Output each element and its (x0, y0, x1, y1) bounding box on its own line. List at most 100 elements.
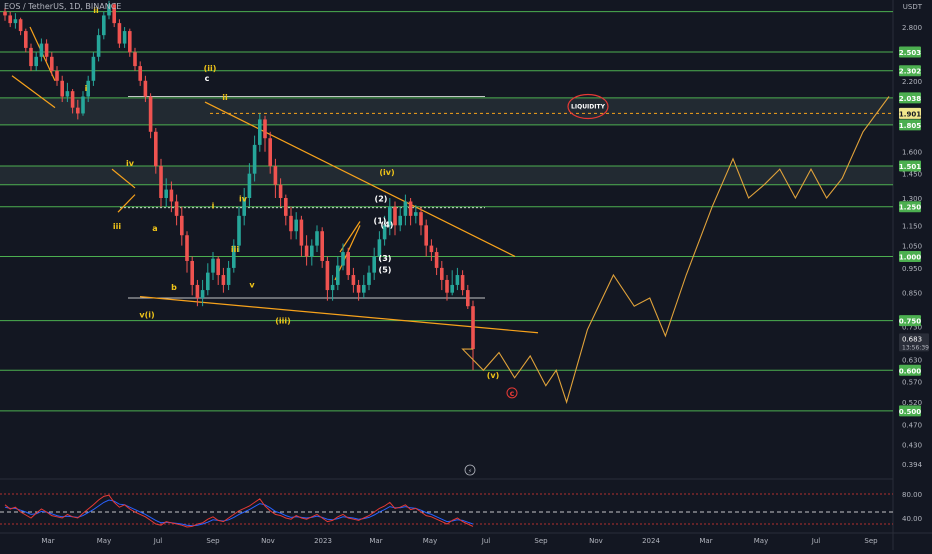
candle-body (393, 206, 397, 226)
time-tick-label: Jul (153, 537, 163, 545)
candle-body (107, 4, 111, 16)
candle-body (429, 245, 434, 253)
current-price-value: 0.683 (902, 335, 922, 343)
wedge-line-a (11, 75, 56, 109)
wave-label: (ii) (204, 64, 217, 73)
level-price-tag (899, 160, 921, 172)
candle-body (13, 19, 18, 24)
candle-body (148, 96, 153, 132)
wave-label: (3) (379, 254, 392, 263)
candle-body (315, 231, 319, 246)
time-tick-label: Mar (41, 537, 54, 545)
candle-body (180, 215, 184, 236)
price-tick-label: 0.394 (902, 461, 923, 469)
candle-body (268, 138, 272, 167)
candle-body (445, 279, 449, 293)
candle-body (169, 189, 174, 202)
price-tick-label: 0.950 (902, 265, 922, 273)
candle-body (325, 260, 330, 291)
time-tick-label: Sep (534, 537, 548, 545)
wave-label: iii (231, 245, 239, 254)
price-tick-label: 0.520 (902, 399, 922, 407)
candle-body (174, 201, 179, 216)
candle-body (336, 265, 340, 285)
wave-label: v(i) (139, 311, 154, 320)
candle-body (164, 189, 168, 199)
candle-body (330, 284, 335, 291)
time-tick-label: Jul (481, 537, 491, 545)
candle-body (356, 284, 361, 293)
candle-body (96, 35, 101, 57)
candle-body (304, 245, 309, 257)
level-price-tag (899, 119, 921, 131)
level-price-tag (899, 46, 921, 58)
level-price-label: 1.000 (899, 253, 921, 261)
candle-body (91, 56, 96, 81)
candle-body (29, 47, 33, 67)
price-tick-label: 0.850 (902, 290, 922, 298)
sr-zone-1 (0, 165, 893, 185)
candle-body (419, 212, 423, 226)
candle-body (8, 15, 12, 24)
candle-body (102, 15, 106, 36)
level-price-tag (899, 92, 921, 104)
candle-body (65, 91, 70, 97)
time-tick-label: Nov (589, 537, 603, 545)
candle-body (372, 256, 376, 273)
candle-body (471, 306, 475, 350)
price-tick-label: 0.470 (902, 422, 922, 430)
level-price-label: 2.503 (899, 49, 921, 57)
candle-body (252, 144, 257, 174)
level-price-label: 0.600 (899, 367, 921, 375)
osc-rsi-line (4, 494, 474, 528)
candle-body (112, 4, 116, 24)
candle-body (143, 80, 148, 97)
projection-path (461, 96, 890, 405)
candle-body (24, 31, 28, 48)
candle-body (294, 219, 298, 232)
level-price-tag (899, 65, 921, 77)
price-tick-label: 1.600 (902, 149, 922, 157)
candle-body (382, 225, 387, 240)
candle-body (133, 52, 137, 67)
wave-label: i (212, 202, 215, 211)
wave-label: v (249, 280, 255, 289)
candle-body (247, 173, 252, 199)
time-tick-label: Mar (699, 537, 712, 545)
candle-body (154, 131, 158, 167)
candle-body (273, 166, 278, 185)
candle-body (55, 70, 59, 81)
osc-tick-label: 40.00 (902, 515, 922, 523)
candle-body (60, 80, 64, 97)
time-tick-label: Jul (811, 537, 821, 545)
candle-body (263, 119, 267, 139)
time-tick-label: Sep (206, 537, 220, 545)
candle-body (211, 258, 215, 273)
candle-body (81, 96, 85, 114)
price-tick-label: 2.800 (902, 24, 922, 32)
wave-label: i (85, 84, 88, 93)
candle-body (367, 272, 371, 285)
price-unit-label: USDT (902, 3, 922, 11)
candle-body (377, 239, 382, 257)
level-price-label: 1.805 (899, 122, 921, 130)
candle-body (200, 290, 205, 298)
price-tick-label: 1.150 (902, 222, 922, 230)
candle-body (128, 31, 132, 53)
level-price-label: 2.038 (899, 95, 921, 103)
time-tick-label: 2024 (642, 537, 660, 545)
liquidity-circle (567, 93, 609, 120)
candle-body (424, 225, 428, 246)
price-tick-label: 0.630 (902, 356, 922, 364)
lightning-icon[interactable] (464, 464, 476, 476)
time-tick-label: Mar (369, 537, 382, 545)
liquidity-label: LIQUIDITY (571, 104, 606, 111)
dashed-level-label: 1.901 (899, 110, 921, 118)
candle-body (76, 107, 80, 114)
symbol-title: EOS / TetherUS, 1D, BINANCE (4, 2, 122, 11)
candle-body (440, 267, 444, 280)
wave-label: c (205, 74, 210, 83)
